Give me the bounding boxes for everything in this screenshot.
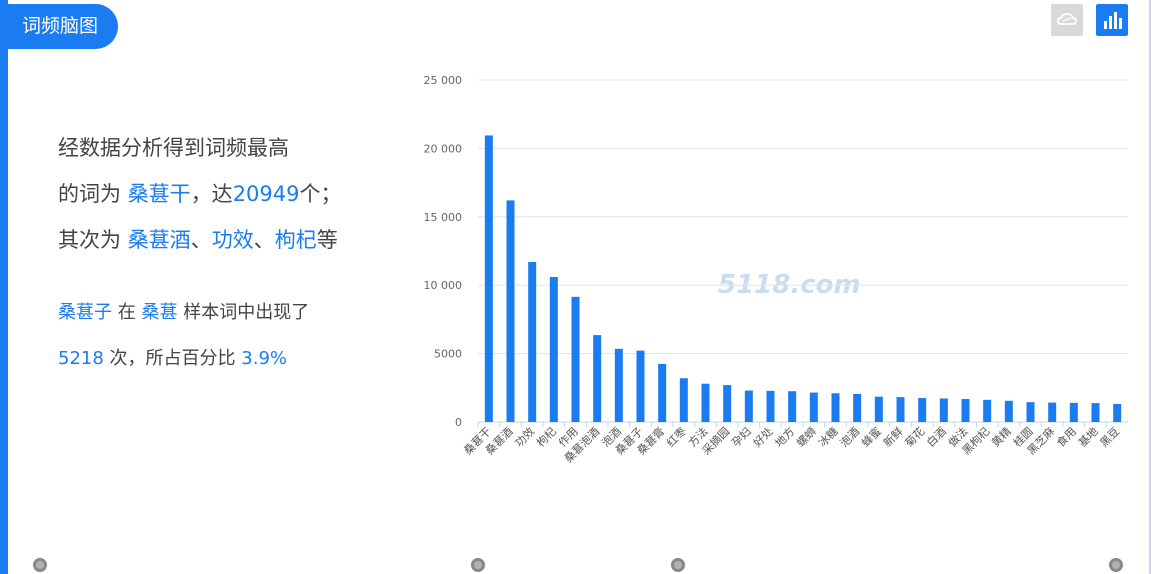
detail-mid: 样本词中出现了 bbox=[183, 302, 310, 323]
y-tick-label: 5000 bbox=[434, 348, 462, 361]
detail-percent: 3.9% bbox=[241, 348, 288, 369]
x-tick-label: 蜂蜜 bbox=[858, 424, 883, 449]
detail-word: 桑葚子 bbox=[58, 302, 112, 323]
bar bbox=[549, 276, 558, 422]
summary-suffix-2: 等 bbox=[316, 228, 338, 252]
bar bbox=[636, 350, 645, 422]
word-cloud-toggle[interactable] bbox=[1051, 4, 1083, 36]
right-border bbox=[1149, 0, 1151, 574]
bar bbox=[744, 390, 753, 422]
bar bbox=[679, 378, 688, 422]
scroll-handle[interactable] bbox=[671, 558, 685, 572]
top-word: 桑葚干 bbox=[127, 182, 191, 206]
bar bbox=[766, 390, 775, 422]
x-tick-label: 黑豆 bbox=[1098, 425, 1123, 450]
bar bbox=[874, 396, 883, 422]
x-tick-label: 冰糖 bbox=[815, 424, 840, 449]
bar bbox=[1091, 403, 1100, 422]
bar bbox=[1069, 402, 1078, 422]
second-word: 枸杞 bbox=[274, 228, 317, 252]
bar bbox=[983, 399, 992, 422]
detail-sample-word: 桑葚 bbox=[141, 302, 178, 323]
bar bbox=[896, 397, 905, 422]
bar bbox=[831, 393, 840, 422]
x-tick-label: 基地 bbox=[1076, 425, 1101, 450]
x-tick-label: 新鲜 bbox=[880, 424, 905, 449]
summary-line-2: 的词为 桑葚干，达20949个； bbox=[58, 171, 342, 217]
summary-line-1: 经数据分析得到词频最高 bbox=[58, 136, 289, 160]
separator: 、 bbox=[253, 228, 275, 252]
x-tick-label: 白酒 bbox=[923, 424, 948, 449]
detail-line-1: 桑葚子 在 桑葚 样本词中出现了 bbox=[58, 290, 309, 336]
bar-chart-icon bbox=[1104, 12, 1122, 29]
x-tick-label: 黄精 bbox=[988, 424, 1013, 449]
separator: 、 bbox=[190, 228, 212, 252]
word-frequency-chart: 5118.com 0 5000 10 000 15 000 20 000 25 000 桑葚干… bbox=[400, 60, 1140, 484]
bar bbox=[1048, 402, 1057, 422]
y-tick-label: 15 000 bbox=[424, 211, 463, 224]
bar bbox=[658, 363, 667, 422]
bar bbox=[701, 383, 710, 422]
x-tick-label: 功效 bbox=[512, 424, 537, 449]
x-tick-label: 枸杞 bbox=[533, 424, 558, 449]
bar bbox=[484, 135, 493, 423]
left-accent-border bbox=[0, 0, 8, 574]
second-word: 桑葚酒 bbox=[127, 228, 191, 252]
bar bbox=[918, 398, 927, 422]
x-tick-label: 孕妇 bbox=[729, 425, 754, 450]
x-tick-label: 地方 bbox=[772, 424, 797, 449]
bar-chart-toggle[interactable] bbox=[1096, 4, 1128, 36]
y-tick-label: 10 000 bbox=[424, 279, 463, 292]
bar bbox=[1113, 403, 1122, 422]
bar bbox=[939, 398, 948, 422]
detail-line-2: 5218 次，所占百分比 3.9% bbox=[58, 336, 309, 382]
summary-suffix: 个； bbox=[299, 182, 342, 206]
x-tick-label: 红枣 bbox=[664, 425, 689, 450]
summary-prefix-2: 其次为 bbox=[58, 228, 121, 252]
bar bbox=[506, 200, 515, 422]
top-count: 20949 bbox=[232, 182, 300, 206]
x-tick-label: 螺蛳 bbox=[794, 425, 819, 450]
x-tick-label: 泡酒 bbox=[837, 424, 862, 449]
summary-mid: ，达 bbox=[190, 182, 233, 206]
detail-in: 在 bbox=[117, 302, 136, 323]
cloud-icon bbox=[1057, 13, 1077, 25]
detail-text: 桑葚子 在 桑葚 样本词中出现了 5218 次，所占百分比 3.9% bbox=[58, 290, 309, 382]
bar bbox=[961, 399, 970, 422]
second-word: 功效 bbox=[211, 228, 254, 252]
summary-prefix: 的词为 bbox=[58, 182, 121, 206]
x-tick-label: 菊花 bbox=[903, 425, 928, 450]
scroll-handle[interactable] bbox=[1109, 558, 1123, 572]
x-tick-label: 好处 bbox=[750, 424, 775, 449]
bar bbox=[571, 296, 580, 422]
bar bbox=[723, 385, 732, 422]
bar bbox=[614, 348, 623, 422]
bar bbox=[1004, 400, 1013, 422]
detail-count-suffix: 次，所占百分比 bbox=[109, 348, 236, 369]
bar bbox=[788, 391, 797, 422]
scroll-handle[interactable] bbox=[33, 558, 47, 572]
y-tick-label: 0 bbox=[455, 416, 462, 429]
bar bbox=[593, 335, 602, 422]
x-tick-label: 食用 bbox=[1053, 424, 1078, 449]
summary-line-3: 其次为 桑葚酒、功效、枸杞等 bbox=[58, 217, 342, 263]
y-tick-label: 20 000 bbox=[424, 142, 463, 155]
bar bbox=[1026, 402, 1035, 422]
detail-count: 5218 bbox=[58, 348, 104, 369]
bar bbox=[809, 392, 818, 422]
scroll-handle[interactable] bbox=[471, 558, 485, 572]
panel-title: 词频脑图 bbox=[8, 4, 118, 49]
bar bbox=[528, 261, 537, 422]
y-tick-label: 25 000 bbox=[424, 74, 463, 87]
bar bbox=[853, 393, 862, 422]
summary-text: 经数据分析得到词频最高 的词为 桑葚干，达20949个； 其次为 桑葚酒、功效、… bbox=[58, 125, 342, 263]
